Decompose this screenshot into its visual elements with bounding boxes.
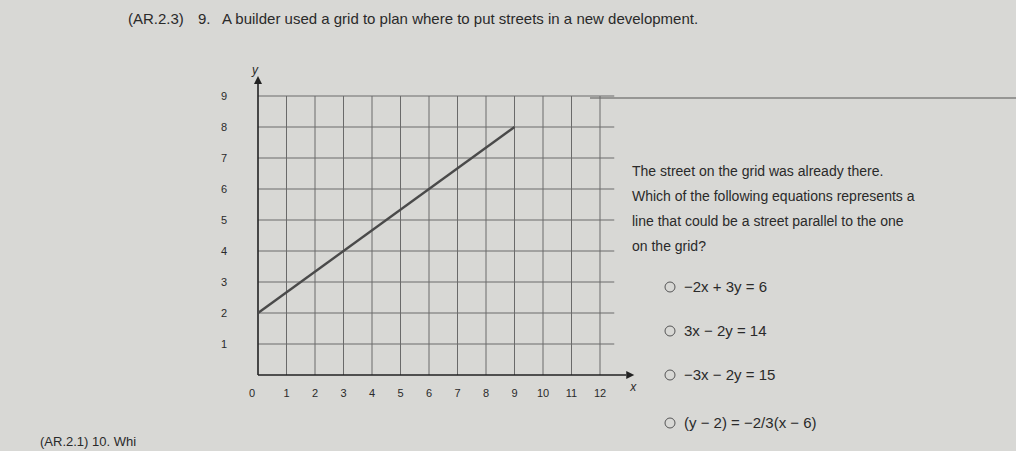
x-tick-label: 4 [369,387,375,399]
x-tick-label: 6 [426,387,432,399]
grid-line-x [400,96,401,375]
grid-line-x [429,96,430,375]
grid-line-x [600,96,601,375]
grid-line-y [258,282,614,283]
grid-line-y [258,251,614,252]
question-line: The street on the grid was already there… [632,163,883,179]
x-axis [258,374,626,376]
street-line [258,127,515,313]
x-tick-label: 7 [454,387,460,399]
grid-line-x [486,96,487,375]
grid-line-x [372,96,373,375]
x-tick-label: 5 [397,387,403,399]
x-tick-label: 9 [511,387,517,399]
x-tick-label: 12 [594,387,606,399]
x-tick-label: 3 [340,387,346,399]
question-prompt: A builder used a grid to plan where to p… [222,10,698,27]
y-tick-label: 3 [221,276,227,288]
grid-line-y [258,96,614,97]
choice-text: −2x + 3y = 6 [684,278,767,295]
grid-line-y [258,127,614,128]
x-tick-label: 1 [283,387,289,399]
grid-line-y [258,220,614,221]
plot-marks [258,127,515,313]
x-tick-label: 10 [537,387,549,399]
x-axis-label: x [629,380,637,394]
question-number: 9. [198,10,211,27]
grid-line-x [315,96,316,375]
x-axis-arrow [626,371,634,379]
x-tick-label: 11 [566,387,577,399]
x-tick-label: 0 [249,387,255,399]
y-tick-label: 6 [221,183,227,195]
choice-text: −3x − 2y = 15 [684,366,775,383]
grid-line-y [258,344,614,345]
question-line: Which of the following equations represe… [632,188,915,204]
y-axis-arrow [254,76,262,84]
choice-text: 3x − 2y = 14 [684,322,767,339]
y-axis-label: y [251,63,259,77]
grid-line-x [286,96,287,375]
grid-line-x [514,96,515,375]
grid-line-y [258,158,614,159]
grid-line-x [457,96,458,375]
choice-bubble[interactable] [665,326,675,336]
x-tick-label: 2 [312,387,318,399]
y-axis [257,84,259,375]
grid-line-x [571,96,572,375]
grid-line-y [258,189,614,190]
choice-bubble[interactable] [665,282,675,292]
rule-line [590,97,1016,98]
choice-bubble[interactable] [665,418,675,428]
y-tick-label: 1 [221,338,227,350]
standard-code: (AR.2.3) [128,10,184,27]
choice-bubble[interactable] [665,370,675,380]
grid-line-x [343,96,344,375]
grid-line-y [258,313,614,314]
choice-text: (y − 2) = −2/3(x − 6) [684,414,817,431]
worksheet: (AR.2.3) 9. A builder used a grid to plan … [0,0,1016,451]
y-tick-label: 4 [221,245,227,257]
y-tick-label: 7 [221,152,227,164]
grid-line-x [543,96,544,375]
question-line: line that could be a street parallel to … [632,213,904,229]
paper [0,0,1016,451]
next-question: (AR.2.1) 10. Whi [40,434,136,449]
question-line: on the grid? [632,238,706,254]
y-tick-label: 9 [221,90,227,102]
y-tick-label: 2 [221,307,227,319]
x-tick-label: 8 [483,387,489,399]
y-tick-label: 8 [221,121,227,133]
y-tick-label: 5 [221,214,227,226]
